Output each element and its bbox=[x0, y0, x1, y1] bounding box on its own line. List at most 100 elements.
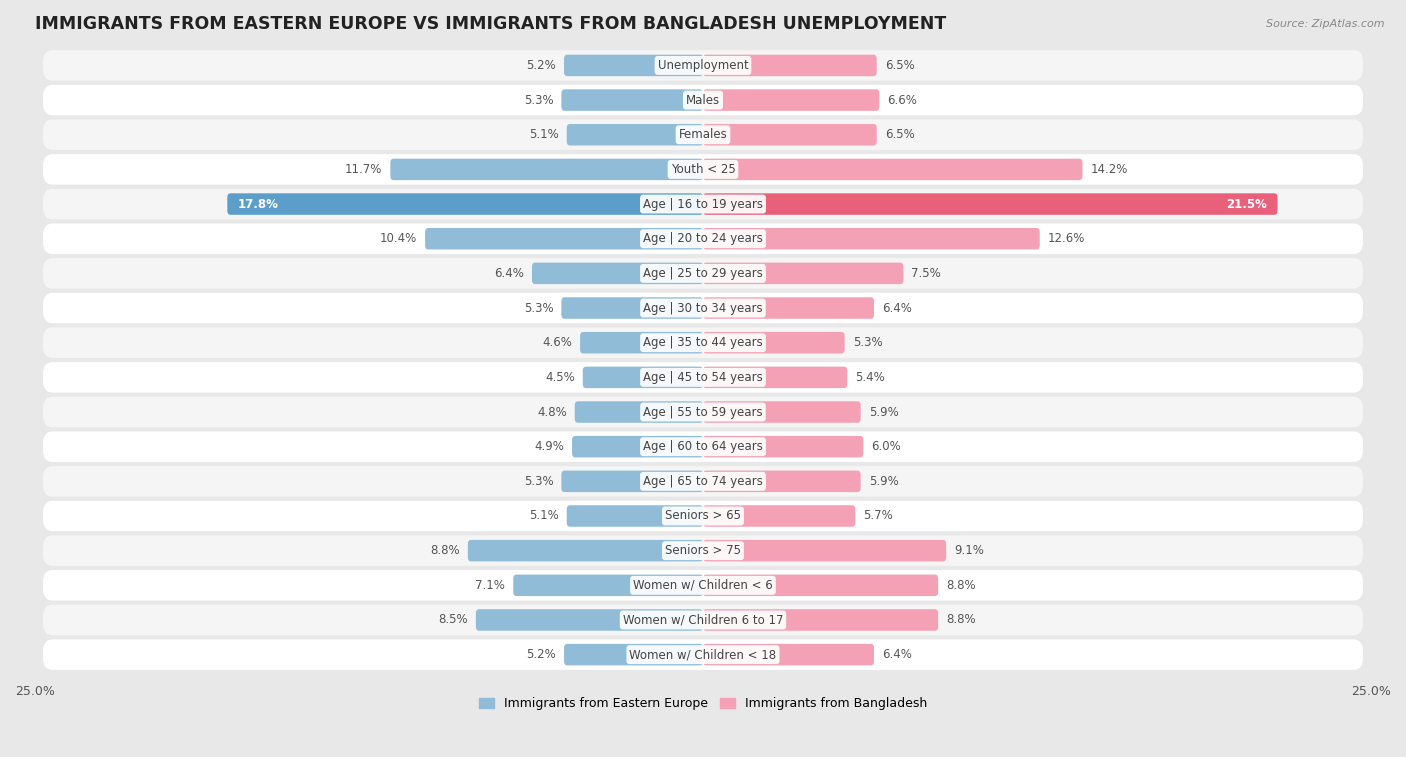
FancyBboxPatch shape bbox=[513, 575, 703, 596]
FancyBboxPatch shape bbox=[703, 436, 863, 457]
Text: 6.4%: 6.4% bbox=[882, 301, 912, 315]
FancyBboxPatch shape bbox=[703, 366, 848, 388]
Text: 5.9%: 5.9% bbox=[869, 406, 898, 419]
FancyBboxPatch shape bbox=[44, 431, 1362, 462]
FancyBboxPatch shape bbox=[703, 401, 860, 422]
FancyBboxPatch shape bbox=[44, 293, 1362, 323]
FancyBboxPatch shape bbox=[44, 570, 1362, 600]
FancyBboxPatch shape bbox=[582, 366, 703, 388]
Text: 5.1%: 5.1% bbox=[529, 509, 558, 522]
FancyBboxPatch shape bbox=[44, 640, 1362, 670]
FancyBboxPatch shape bbox=[581, 332, 703, 354]
FancyBboxPatch shape bbox=[475, 609, 703, 631]
Text: 6.6%: 6.6% bbox=[887, 94, 917, 107]
Text: 5.3%: 5.3% bbox=[523, 94, 554, 107]
FancyBboxPatch shape bbox=[703, 332, 845, 354]
FancyBboxPatch shape bbox=[703, 228, 1039, 250]
Text: 6.5%: 6.5% bbox=[884, 59, 914, 72]
Text: 5.3%: 5.3% bbox=[523, 475, 554, 488]
FancyBboxPatch shape bbox=[44, 154, 1362, 185]
FancyBboxPatch shape bbox=[567, 505, 703, 527]
Text: Age | 60 to 64 years: Age | 60 to 64 years bbox=[643, 440, 763, 453]
FancyBboxPatch shape bbox=[572, 436, 703, 457]
Text: 14.2%: 14.2% bbox=[1091, 163, 1128, 176]
Text: 8.8%: 8.8% bbox=[946, 613, 976, 627]
FancyBboxPatch shape bbox=[703, 609, 938, 631]
FancyBboxPatch shape bbox=[703, 263, 904, 284]
Text: IMMIGRANTS FROM EASTERN EUROPE VS IMMIGRANTS FROM BANGLADESH UNEMPLOYMENT: IMMIGRANTS FROM EASTERN EUROPE VS IMMIGR… bbox=[35, 15, 946, 33]
Text: 9.1%: 9.1% bbox=[955, 544, 984, 557]
Text: 4.5%: 4.5% bbox=[546, 371, 575, 384]
FancyBboxPatch shape bbox=[703, 298, 875, 319]
FancyBboxPatch shape bbox=[703, 540, 946, 562]
FancyBboxPatch shape bbox=[561, 471, 703, 492]
Text: 5.1%: 5.1% bbox=[529, 128, 558, 142]
FancyBboxPatch shape bbox=[703, 575, 938, 596]
Text: 5.2%: 5.2% bbox=[526, 59, 555, 72]
FancyBboxPatch shape bbox=[44, 188, 1362, 220]
Text: Seniors > 75: Seniors > 75 bbox=[665, 544, 741, 557]
Text: 5.3%: 5.3% bbox=[852, 336, 883, 349]
FancyBboxPatch shape bbox=[44, 85, 1362, 115]
Text: 8.5%: 8.5% bbox=[439, 613, 468, 627]
Text: 4.8%: 4.8% bbox=[537, 406, 567, 419]
Text: Age | 30 to 34 years: Age | 30 to 34 years bbox=[643, 301, 763, 315]
Text: 12.6%: 12.6% bbox=[1047, 232, 1085, 245]
Text: 11.7%: 11.7% bbox=[344, 163, 382, 176]
FancyBboxPatch shape bbox=[703, 644, 875, 665]
FancyBboxPatch shape bbox=[228, 193, 703, 215]
FancyBboxPatch shape bbox=[703, 89, 879, 111]
FancyBboxPatch shape bbox=[44, 258, 1362, 288]
FancyBboxPatch shape bbox=[703, 159, 1083, 180]
Text: Age | 35 to 44 years: Age | 35 to 44 years bbox=[643, 336, 763, 349]
Text: 5.7%: 5.7% bbox=[863, 509, 893, 522]
FancyBboxPatch shape bbox=[564, 55, 703, 76]
FancyBboxPatch shape bbox=[44, 605, 1362, 635]
FancyBboxPatch shape bbox=[531, 263, 703, 284]
FancyBboxPatch shape bbox=[564, 644, 703, 665]
Text: Age | 25 to 29 years: Age | 25 to 29 years bbox=[643, 267, 763, 280]
Text: Source: ZipAtlas.com: Source: ZipAtlas.com bbox=[1267, 19, 1385, 29]
Text: Males: Males bbox=[686, 94, 720, 107]
Text: Age | 20 to 24 years: Age | 20 to 24 years bbox=[643, 232, 763, 245]
FancyBboxPatch shape bbox=[44, 223, 1362, 254]
Text: 6.4%: 6.4% bbox=[882, 648, 912, 661]
Text: Age | 45 to 54 years: Age | 45 to 54 years bbox=[643, 371, 763, 384]
Text: Youth < 25: Youth < 25 bbox=[671, 163, 735, 176]
FancyBboxPatch shape bbox=[391, 159, 703, 180]
FancyBboxPatch shape bbox=[425, 228, 703, 250]
Text: 8.8%: 8.8% bbox=[430, 544, 460, 557]
FancyBboxPatch shape bbox=[561, 298, 703, 319]
Text: 4.9%: 4.9% bbox=[534, 440, 564, 453]
FancyBboxPatch shape bbox=[561, 89, 703, 111]
Text: Age | 65 to 74 years: Age | 65 to 74 years bbox=[643, 475, 763, 488]
Text: 6.5%: 6.5% bbox=[884, 128, 914, 142]
Text: Age | 55 to 59 years: Age | 55 to 59 years bbox=[643, 406, 763, 419]
Text: 5.4%: 5.4% bbox=[855, 371, 884, 384]
FancyBboxPatch shape bbox=[703, 55, 877, 76]
FancyBboxPatch shape bbox=[44, 466, 1362, 497]
FancyBboxPatch shape bbox=[468, 540, 703, 562]
FancyBboxPatch shape bbox=[703, 124, 877, 145]
FancyBboxPatch shape bbox=[44, 500, 1362, 531]
Text: 7.1%: 7.1% bbox=[475, 579, 505, 592]
FancyBboxPatch shape bbox=[44, 397, 1362, 427]
Text: 6.0%: 6.0% bbox=[872, 440, 901, 453]
Text: Seniors > 65: Seniors > 65 bbox=[665, 509, 741, 522]
Text: 6.4%: 6.4% bbox=[494, 267, 524, 280]
Text: 5.3%: 5.3% bbox=[523, 301, 554, 315]
Text: 5.2%: 5.2% bbox=[526, 648, 555, 661]
Text: 4.6%: 4.6% bbox=[543, 336, 572, 349]
Text: Women w/ Children 6 to 17: Women w/ Children 6 to 17 bbox=[623, 613, 783, 627]
FancyBboxPatch shape bbox=[567, 124, 703, 145]
Text: 17.8%: 17.8% bbox=[238, 198, 278, 210]
Text: Women w/ Children < 6: Women w/ Children < 6 bbox=[633, 579, 773, 592]
Text: Women w/ Children < 18: Women w/ Children < 18 bbox=[630, 648, 776, 661]
Text: Age | 16 to 19 years: Age | 16 to 19 years bbox=[643, 198, 763, 210]
FancyBboxPatch shape bbox=[703, 471, 860, 492]
Text: 7.5%: 7.5% bbox=[911, 267, 941, 280]
Text: 8.8%: 8.8% bbox=[946, 579, 976, 592]
Text: Females: Females bbox=[679, 128, 727, 142]
FancyBboxPatch shape bbox=[703, 193, 1278, 215]
FancyBboxPatch shape bbox=[44, 535, 1362, 566]
